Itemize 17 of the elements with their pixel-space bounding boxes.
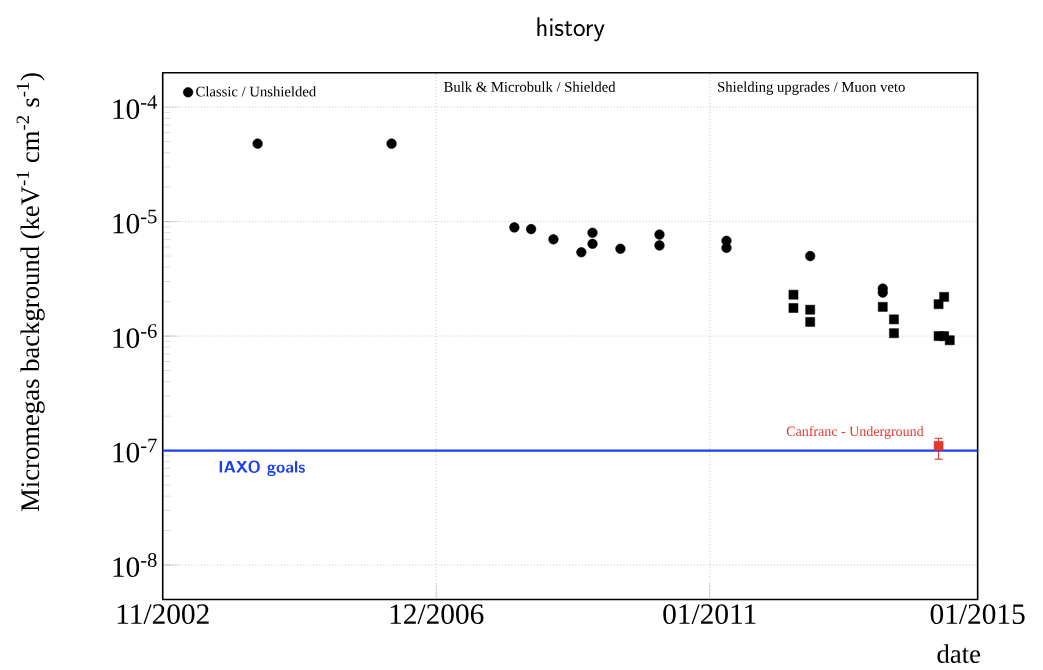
chart-title: history — [537, 17, 605, 42]
x-tick-label: 01/2015 — [930, 604, 1025, 625]
x-tick-label: 12/2006 — [390, 604, 484, 625]
y-tick-label: 10$^{-8}$ — [113, 553, 157, 578]
annotation: Shielding upgrades / Muon veto — [718, 81, 905, 96]
x-tick-label: 11/2002 — [117, 604, 209, 625]
x-axis-title: date — [937, 644, 981, 664]
y-tick-label: 10$^{-5}$ — [113, 209, 157, 234]
y-tick-label: 10$^{-4}$ — [113, 95, 158, 120]
x-tick-label: 01/2011 — [663, 604, 756, 625]
annotation: Bulk & Microbulk / Shielded — [444, 81, 616, 93]
ref-line-label: IAXO goals — [219, 460, 305, 477]
annotation: Canfranc - Underground — [786, 426, 924, 440]
y-tick-label: 10$^{-6}$ — [113, 324, 157, 349]
y-axis-title: Micromegas background (keV$^{-1}$ cm$^{-2}$ s$^{-1}$) — [16, 73, 45, 512]
legend-label: Classic / Unshielded — [196, 86, 316, 97]
y-tick-label: 10$^{-7}$ — [113, 438, 157, 463]
